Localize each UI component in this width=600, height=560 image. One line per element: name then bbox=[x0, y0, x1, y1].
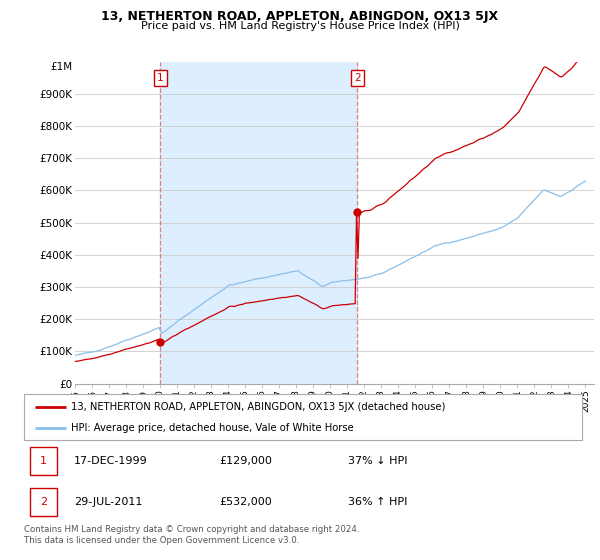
Text: 29-JUL-2011: 29-JUL-2011 bbox=[74, 497, 143, 507]
Bar bbox=[160, 62, 357, 384]
Text: £532,000: £532,000 bbox=[220, 497, 272, 507]
FancyBboxPatch shape bbox=[29, 488, 58, 516]
Text: 1: 1 bbox=[40, 456, 47, 466]
Text: Contains HM Land Registry data © Crown copyright and database right 2024.
This d: Contains HM Land Registry data © Crown c… bbox=[24, 525, 359, 545]
Text: 1: 1 bbox=[157, 73, 163, 83]
FancyBboxPatch shape bbox=[24, 394, 582, 440]
Text: 13, NETHERTON ROAD, APPLETON, ABINGDON, OX13 5JX: 13, NETHERTON ROAD, APPLETON, ABINGDON, … bbox=[101, 10, 499, 23]
Text: 17-DEC-1999: 17-DEC-1999 bbox=[74, 456, 148, 466]
Text: Price paid vs. HM Land Registry's House Price Index (HPI): Price paid vs. HM Land Registry's House … bbox=[140, 21, 460, 31]
FancyBboxPatch shape bbox=[29, 447, 58, 475]
Text: HPI: Average price, detached house, Vale of White Horse: HPI: Average price, detached house, Vale… bbox=[71, 423, 354, 433]
Text: 2: 2 bbox=[354, 73, 361, 83]
Text: 36% ↑ HPI: 36% ↑ HPI bbox=[347, 497, 407, 507]
Text: 37% ↓ HPI: 37% ↓ HPI bbox=[347, 456, 407, 466]
Text: 2: 2 bbox=[40, 497, 47, 507]
Text: 13, NETHERTON ROAD, APPLETON, ABINGDON, OX13 5JX (detached house): 13, NETHERTON ROAD, APPLETON, ABINGDON, … bbox=[71, 402, 446, 412]
Text: £129,000: £129,000 bbox=[220, 456, 272, 466]
Text: £1M: £1M bbox=[50, 62, 73, 72]
